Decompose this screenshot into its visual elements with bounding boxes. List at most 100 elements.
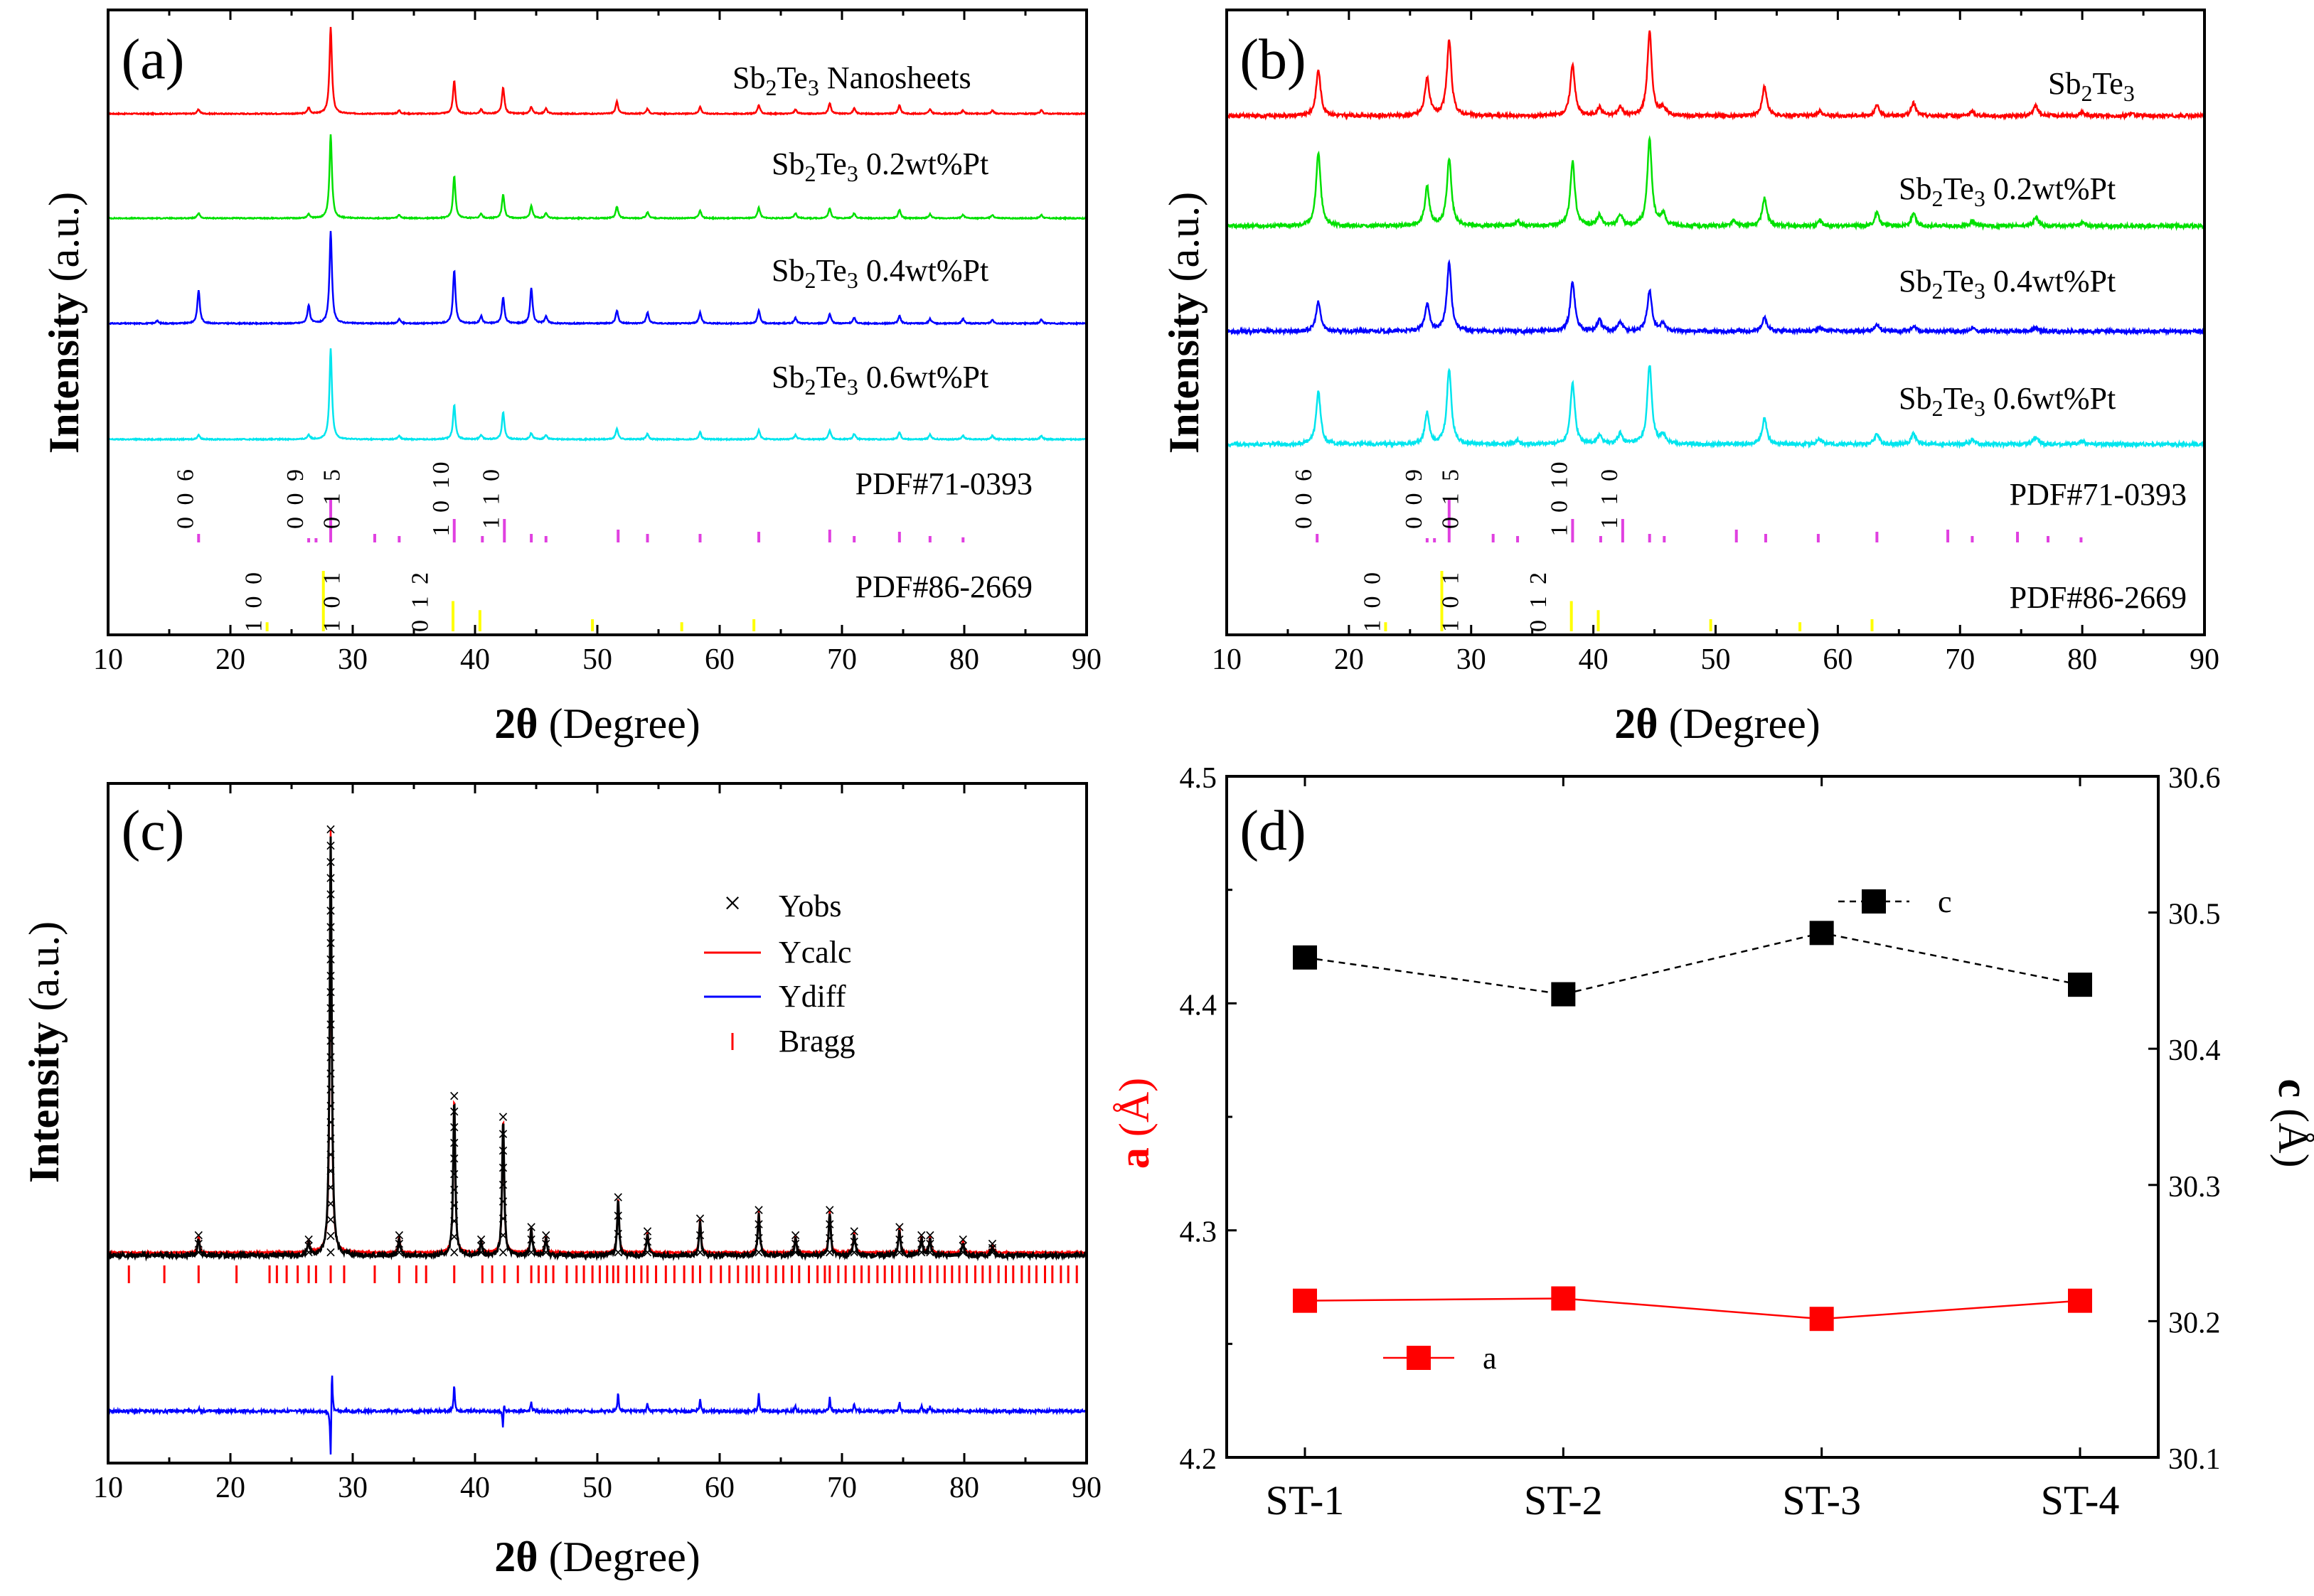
ylabel-rest: (a.u.): [21, 921, 68, 1022]
yobs-marker: ×: [497, 1209, 509, 1226]
b-xtick-label: 80: [2067, 643, 2097, 676]
yobs-marker: ×: [823, 1243, 836, 1260]
yobs-marker: ×: [193, 1243, 205, 1260]
a-xtick-label: 10: [93, 643, 123, 676]
yobs-marker: ×: [393, 1226, 405, 1243]
c-ylabel: Intensity (a.u.): [21, 921, 68, 1183]
ydiff-trace: [107, 1375, 1087, 1455]
yobs-marker: ×: [641, 1233, 654, 1250]
legend-yobs-label: Yobs: [779, 889, 842, 923]
label-part: Te: [1943, 264, 1973, 299]
a-xtick-label: 20: [215, 643, 245, 676]
yobs-marker: ×: [526, 1218, 538, 1235]
yobs-marker: ×: [753, 1229, 765, 1246]
a-pdf1-hkl-label: 1 0 10: [428, 459, 454, 537]
d-ytick-right-label: 30.4: [2168, 1034, 2221, 1067]
yobs-base: [107, 836, 1087, 1262]
d-ytick-right-label: 30.2: [2168, 1307, 2221, 1339]
a-pdf2-ref-name: PDF#86-2669: [855, 569, 1033, 604]
d-category-label: ST-2: [1524, 1477, 1603, 1523]
yobs-marker: ×: [325, 1146, 337, 1163]
yobs-marker: ×: [448, 1212, 460, 1229]
yobs-marker: ×: [475, 1237, 487, 1254]
yobs-marker: ×: [694, 1226, 706, 1243]
yobs-marker: ×: [325, 983, 337, 1000]
a-pdf1-hkl-label: 1 1 0: [478, 466, 504, 529]
yobs-marker: ×: [393, 1243, 405, 1260]
d-series-a-line: [1304, 1297, 2081, 1320]
yobs-marker: ×: [915, 1243, 927, 1260]
yobs-marker: ×: [303, 1243, 315, 1260]
yobs-marker: ×: [475, 1243, 487, 1260]
yobs-marker: ×: [789, 1243, 801, 1260]
yobs-marker: ×: [612, 1243, 624, 1260]
yobs-marker: ×: [325, 1000, 337, 1017]
yobs-marker: ×: [753, 1243, 765, 1260]
yobs-marker: ×: [641, 1222, 654, 1239]
b-xtick-label: 60: [1823, 643, 1852, 676]
b-xtick-label: 70: [1945, 643, 1975, 676]
d-ytick-right-label: 30.3: [2168, 1171, 2221, 1204]
label-part: 2: [804, 161, 816, 186]
yobs-marker: ×: [325, 1178, 337, 1195]
yobs-marker: ×: [540, 1226, 552, 1243]
yobs-marker: ×: [915, 1226, 927, 1243]
yobs-marker: ×: [325, 853, 337, 870]
xlabel-symbol: 2θ: [494, 1533, 538, 1580]
label-part: 3: [2123, 80, 2135, 106]
series-label-a-2: Sb2Te3 0.4wt%Pt: [772, 253, 988, 293]
series-label-b-0: Sb2Te3: [2048, 66, 2135, 106]
label-part: 3: [1974, 395, 1985, 421]
yobs-marker: ×: [957, 1237, 969, 1254]
a-xtick-label: 70: [827, 643, 857, 676]
yobs-marker: ×: [848, 1233, 860, 1250]
yobs-marker: ×: [325, 837, 337, 854]
yobs-marker: ×: [753, 1201, 765, 1219]
yobs-marker: ×: [540, 1235, 552, 1252]
label-part: 2: [1931, 278, 1943, 304]
yobs-marker: ×: [612, 1189, 624, 1206]
yobs-marker: ×: [924, 1243, 936, 1260]
yobs-marker: ×: [448, 1165, 460, 1182]
label-part: Te: [816, 360, 846, 395]
d-ylabel-left-bold: a: [1111, 1147, 1158, 1169]
label-part: Te: [1943, 171, 1973, 206]
yobs-marker: ×: [448, 1196, 460, 1214]
xlabel-unit: (Degree): [538, 1533, 700, 1580]
label-part: 3: [808, 75, 819, 100]
d-series-c-marker: [1809, 921, 1834, 946]
label-part: Sb: [1899, 171, 1931, 206]
d-category-label: ST-3: [1782, 1477, 1861, 1523]
b-pdf1-hkl-label: 0 0 6: [1291, 466, 1317, 529]
yobs-marker: ×: [325, 901, 337, 918]
a-xtick-label: 60: [705, 643, 735, 676]
d-ylabel-right-rest: (Å): [2270, 1098, 2314, 1167]
yobs-marker: ×: [325, 950, 337, 968]
legend-ydiff-label: Ydiff: [779, 979, 846, 1014]
d-legend-c-marker: [1862, 889, 1886, 914]
c-xtick-label: 10: [93, 1472, 123, 1504]
yobs-marker: ×: [924, 1226, 936, 1243]
label-part: 0.2wt%Pt: [858, 146, 988, 181]
b-ylabel: Intensity (a.u.): [1161, 192, 1207, 454]
label-part: Sb: [772, 146, 804, 181]
b-xtick-label: 50: [1701, 643, 1731, 676]
a-pdf1-hkl-label: 0 0 9: [282, 466, 309, 529]
series-label-b-2: Sb2Te3 0.4wt%Pt: [1899, 264, 2116, 304]
yobs-marker: ×: [497, 1243, 509, 1260]
panel-label-a: (a): [122, 28, 185, 91]
d-ylabel-right: c (Å): [2270, 1079, 2314, 1168]
series-label-a-1: Sb2Te3 0.2wt%Pt: [772, 146, 988, 186]
series-label-a-3: Sb2Te3 0.6wt%Pt: [772, 360, 988, 400]
yobs-marker: ×: [393, 1235, 405, 1252]
yobs-marker: ×: [893, 1218, 905, 1235]
label-part: 3: [847, 267, 858, 293]
label-part: 2: [765, 75, 777, 100]
yobs-marker: ×: [325, 1243, 337, 1260]
d-ylabel-right-bold: c: [2270, 1079, 2314, 1098]
label-part: 2: [1931, 186, 1943, 211]
d-legend-a-marker: [1407, 1346, 1431, 1370]
yobs-marker: ×: [694, 1243, 706, 1260]
